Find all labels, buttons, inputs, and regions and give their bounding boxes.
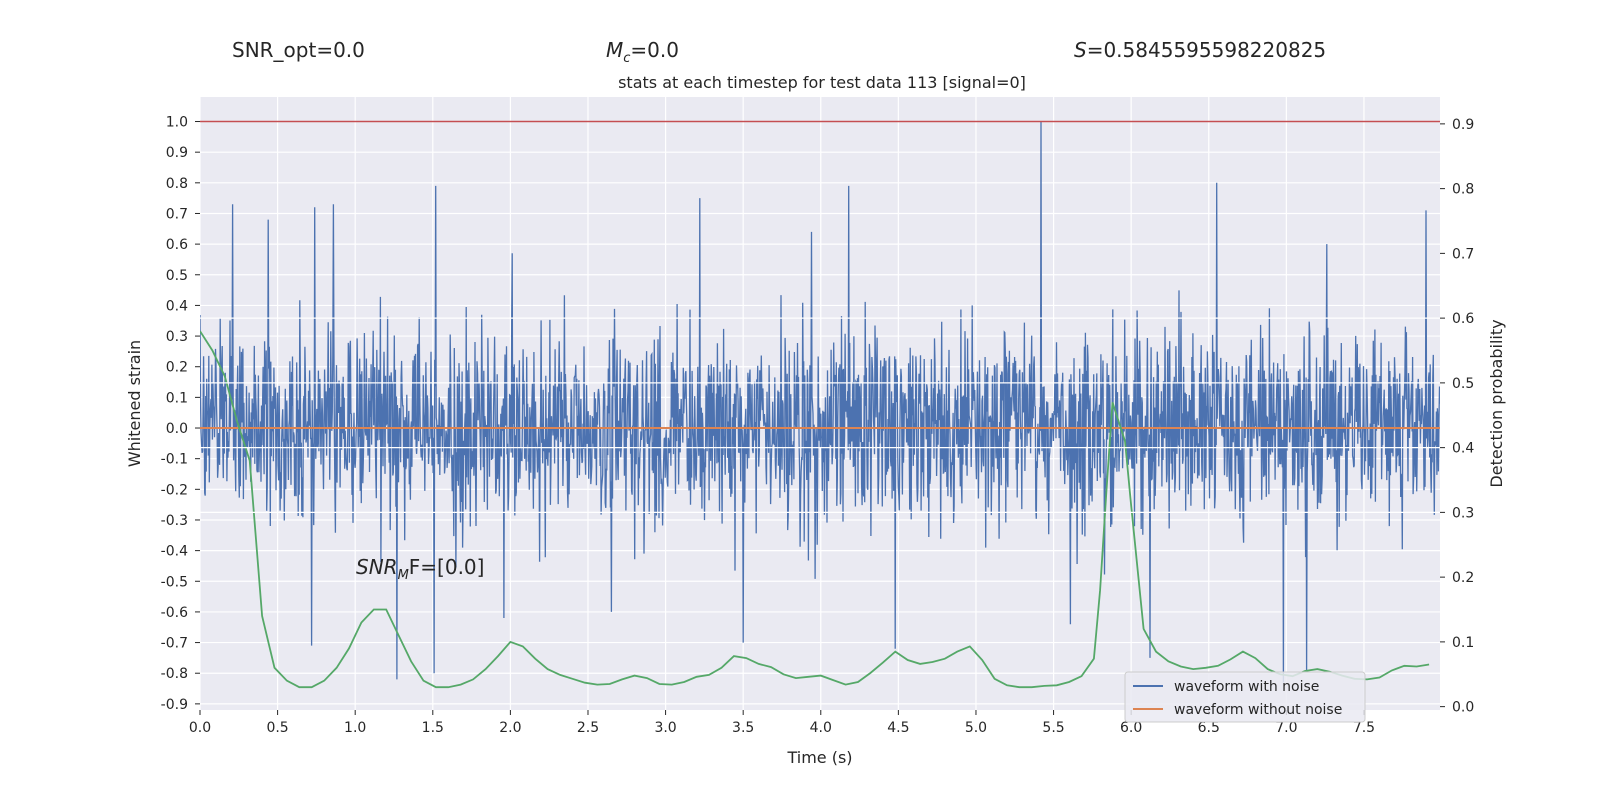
snr-opt-label: SNR_opt=0.0 [232, 38, 365, 62]
y2-tick-label: 0.8 [1452, 182, 1474, 198]
y2-tick-label: 0.2 [1452, 570, 1474, 586]
x-tick-label: 6.5 [1198, 720, 1220, 736]
y2-tick-label: 0.4 [1452, 441, 1474, 457]
y-tick-label: -0.9 [161, 697, 188, 713]
y-tick-label: -0.1 [161, 452, 188, 468]
x-tick-label: 7.5 [1353, 720, 1375, 736]
y-tick-label: 0.2 [166, 360, 188, 376]
s-statistic-value: =0.5845595598220825 [1086, 38, 1327, 62]
y-tick-label: -0.3 [161, 513, 188, 529]
y2-tick-label: 0.3 [1452, 505, 1474, 521]
y2-tick-label: 0.1 [1452, 635, 1474, 651]
series-detection-probability [200, 317, 1440, 689]
legend: waveform with noise waveform without nois… [1124, 671, 1366, 723]
y2-tick-label: 0.0 [1452, 700, 1474, 716]
y-tick-label: -0.4 [161, 544, 188, 560]
snr-mf-subscript: M [398, 568, 409, 583]
x-tick-label: 3.5 [732, 720, 754, 736]
y-tick-label: -0.5 [161, 574, 188, 590]
y2-axis-ticks: 0.9 0.8 0.7 0.6 0.5 0.4 0.3 0.2 0.1 0.0 [1440, 117, 1474, 716]
y-tick-label: 0.7 [166, 206, 188, 222]
y2-tick-label: 0.9 [1452, 117, 1474, 133]
y-axis-label: Whitened strain [125, 340, 144, 467]
x-tick-label: 4.0 [810, 720, 832, 736]
y-tick-label: 0.0 [166, 421, 188, 437]
x-tick-label: 3.0 [654, 720, 676, 736]
x-tick-label: 7.0 [1275, 720, 1297, 736]
x-tick-label: 2.0 [499, 720, 521, 736]
chart-title: stats at each timestep for test data 113… [618, 73, 1026, 92]
snr-mf-annotation: SNRMF=[0.0] [356, 555, 484, 583]
legend-box [1124, 671, 1366, 723]
s-statistic-symbol: S [1074, 38, 1087, 62]
chirp-mass-subscript: c [623, 51, 631, 66]
y-tick-label: 0.6 [166, 237, 188, 253]
y-tick-label: 0.8 [166, 176, 188, 192]
y-tick-label: -0.8 [161, 666, 188, 682]
y-tick-label: 0.9 [166, 145, 188, 161]
y-tick-label: 0.3 [166, 329, 188, 345]
y2-tick-label: 0.6 [1452, 311, 1474, 327]
chirp-mass-label: Mc=0.0 [606, 38, 679, 66]
x-tick-label: 2.5 [577, 720, 599, 736]
y2-tick-label: 0.7 [1452, 246, 1474, 262]
x-tick-label: 0.5 [266, 720, 288, 736]
x-tick-label: 0.0 [189, 720, 211, 736]
y2-tick-label: 0.5 [1452, 376, 1474, 392]
y-tick-label: -0.2 [161, 482, 188, 498]
y-tick-label: 0.4 [166, 298, 188, 314]
probability-line [200, 330, 1430, 689]
x-tick-label: 6.0 [1120, 720, 1142, 736]
x-tick-label: 1.0 [344, 720, 366, 736]
x-axis-label: Time (s) [786, 748, 852, 767]
y-tick-label: -0.6 [161, 605, 188, 621]
legend-label: waveform without noise [1174, 702, 1342, 718]
s-statistic-label: S=0.5845595598220825 [1074, 38, 1326, 62]
y2-axis-label: Detection probability [1487, 319, 1506, 487]
y-tick-label: 1.0 [166, 115, 188, 131]
x-axis-ticks: 0.0 0.5 1.0 1.5 2.0 2.5 3.0 3.5 4.0 4.5 5.0 5.5 6.0 6… [189, 710, 1375, 736]
y-tick-label: 0.1 [166, 390, 188, 406]
x-tick-label: 4.5 [887, 720, 909, 736]
snr-mf-value: F=[0.0] [409, 555, 485, 579]
y-tick-label: -0.7 [161, 636, 188, 652]
y-axis-ticks: 1.0 0.9 0.8 0.7 0.6 0.5 0.4 0.3 0.2 0.1 0.0 -0.1 -0.… [161, 115, 200, 713]
chirp-mass-value: =0.0 [630, 38, 679, 62]
legend-label: waveform with noise [1174, 679, 1319, 695]
y-tick-label: 0.5 [166, 268, 188, 284]
x-tick-label: 5.0 [965, 720, 987, 736]
x-tick-label: 1.5 [422, 720, 444, 736]
chirp-mass-symbol: M [606, 38, 624, 62]
x-tick-label: 5.5 [1042, 720, 1064, 736]
snr-mf-symbol: SNR [356, 555, 398, 579]
